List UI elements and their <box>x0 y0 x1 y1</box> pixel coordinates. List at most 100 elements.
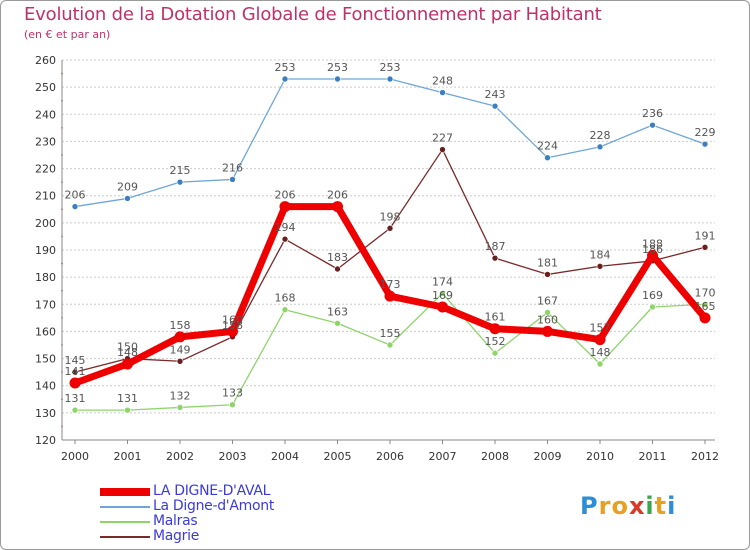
y-tick-label: 150 <box>35 353 56 366</box>
data-label: 148 <box>590 346 611 359</box>
data-point <box>334 319 341 327</box>
data-point <box>384 290 396 302</box>
data-point <box>71 203 79 210</box>
data-point <box>439 146 446 153</box>
data-point <box>701 300 709 308</box>
y-tick-label: 230 <box>35 135 56 148</box>
y-tick-label: 260 <box>35 54 56 67</box>
logo-letter: i <box>667 492 677 520</box>
data-label: 229 <box>695 126 716 139</box>
data-label: 158 <box>170 319 191 332</box>
legend-swatch <box>100 506 150 508</box>
data-point <box>701 243 709 251</box>
x-tick-label: 2002 <box>166 450 194 463</box>
data-point <box>699 312 711 324</box>
data-label: 131 <box>65 392 86 405</box>
x-tick-label: 2001 <box>114 450 142 463</box>
data-point <box>386 75 394 83</box>
data-point <box>124 406 131 414</box>
data-point <box>176 357 184 365</box>
y-tick-label: 190 <box>35 244 56 257</box>
data-point <box>542 325 553 337</box>
data-label: 184 <box>590 248 611 261</box>
data-label: 209 <box>117 180 138 193</box>
data-label: 253 <box>380 61 401 74</box>
y-tick-label: 240 <box>35 108 56 121</box>
data-point <box>594 334 606 346</box>
data-label: 148 <box>117 346 138 359</box>
data-label: 152 <box>485 335 506 348</box>
data-label: 253 <box>327 61 348 74</box>
logo-letter: P <box>580 492 599 520</box>
data-label: 160 <box>222 313 243 326</box>
data-label: 183 <box>327 251 348 264</box>
data-label: 167 <box>537 294 558 307</box>
data-point <box>649 121 656 129</box>
data-point <box>334 75 341 83</box>
data-label: 168 <box>275 292 296 305</box>
data-point <box>596 262 604 270</box>
data-point <box>544 154 551 162</box>
data-point <box>176 404 184 411</box>
data-label: 227 <box>432 132 453 145</box>
data-label: 198 <box>380 210 401 223</box>
data-point <box>334 265 341 273</box>
logo-letter: o <box>611 492 629 520</box>
x-tick-label: 2009 <box>534 450 562 463</box>
data-label: 155 <box>380 327 401 340</box>
data-point <box>279 201 291 213</box>
data-label: 253 <box>275 61 296 74</box>
y-tick-label: 160 <box>35 325 56 338</box>
legend-label: Malras <box>153 513 198 529</box>
data-label: 206 <box>65 189 86 202</box>
data-label: 215 <box>170 164 191 177</box>
data-point <box>69 377 81 389</box>
x-tick-label: 2011 <box>639 450 667 463</box>
data-point <box>281 75 289 83</box>
legend-label: LA DIGNE-D'AVAL <box>153 483 271 499</box>
data-label: 169 <box>642 289 663 302</box>
data-label: 150 <box>117 341 138 354</box>
legend-label: La Digne-d'Amont <box>153 498 275 514</box>
data-point <box>701 140 709 148</box>
y-tick-label: 200 <box>35 217 56 230</box>
data-point <box>491 254 499 262</box>
y-tick-label: 180 <box>35 271 56 284</box>
data-label: 194 <box>275 221 296 234</box>
data-label: 149 <box>170 343 191 356</box>
data-point <box>71 406 79 414</box>
data-label: 206 <box>327 189 348 202</box>
logo-letter: i <box>645 492 655 520</box>
data-point <box>124 195 131 202</box>
data-point <box>229 176 236 183</box>
data-label: 248 <box>432 75 453 88</box>
chart-subtitle: (en € et par an) <box>24 28 111 41</box>
data-point <box>386 224 394 232</box>
x-tick-label: 2005 <box>324 450 352 463</box>
data-label: 224 <box>537 140 558 153</box>
data-point <box>489 323 501 335</box>
legend-swatch <box>100 536 150 538</box>
x-tick-label: 2008 <box>481 450 509 463</box>
data-point <box>174 331 186 343</box>
data-point <box>596 360 604 368</box>
data-label: 236 <box>642 107 663 120</box>
data-label: 191 <box>695 229 716 242</box>
x-tick-label: 2006 <box>376 450 404 463</box>
data-point <box>439 290 446 297</box>
data-label: 141 <box>65 365 86 378</box>
data-label: 157 <box>590 322 611 335</box>
y-tick-label: 210 <box>35 190 56 203</box>
data-point <box>491 349 499 357</box>
data-point <box>544 271 551 278</box>
y-tick-label: 130 <box>35 407 56 420</box>
data-label: 228 <box>590 129 611 142</box>
data-point <box>71 368 79 376</box>
y-tick-label: 140 <box>35 380 56 393</box>
y-tick-label: 250 <box>35 81 56 94</box>
data-point <box>649 303 656 311</box>
data-point <box>176 178 184 186</box>
y-tick-label: 170 <box>35 298 56 311</box>
data-point <box>544 309 551 316</box>
data-point <box>437 301 448 313</box>
